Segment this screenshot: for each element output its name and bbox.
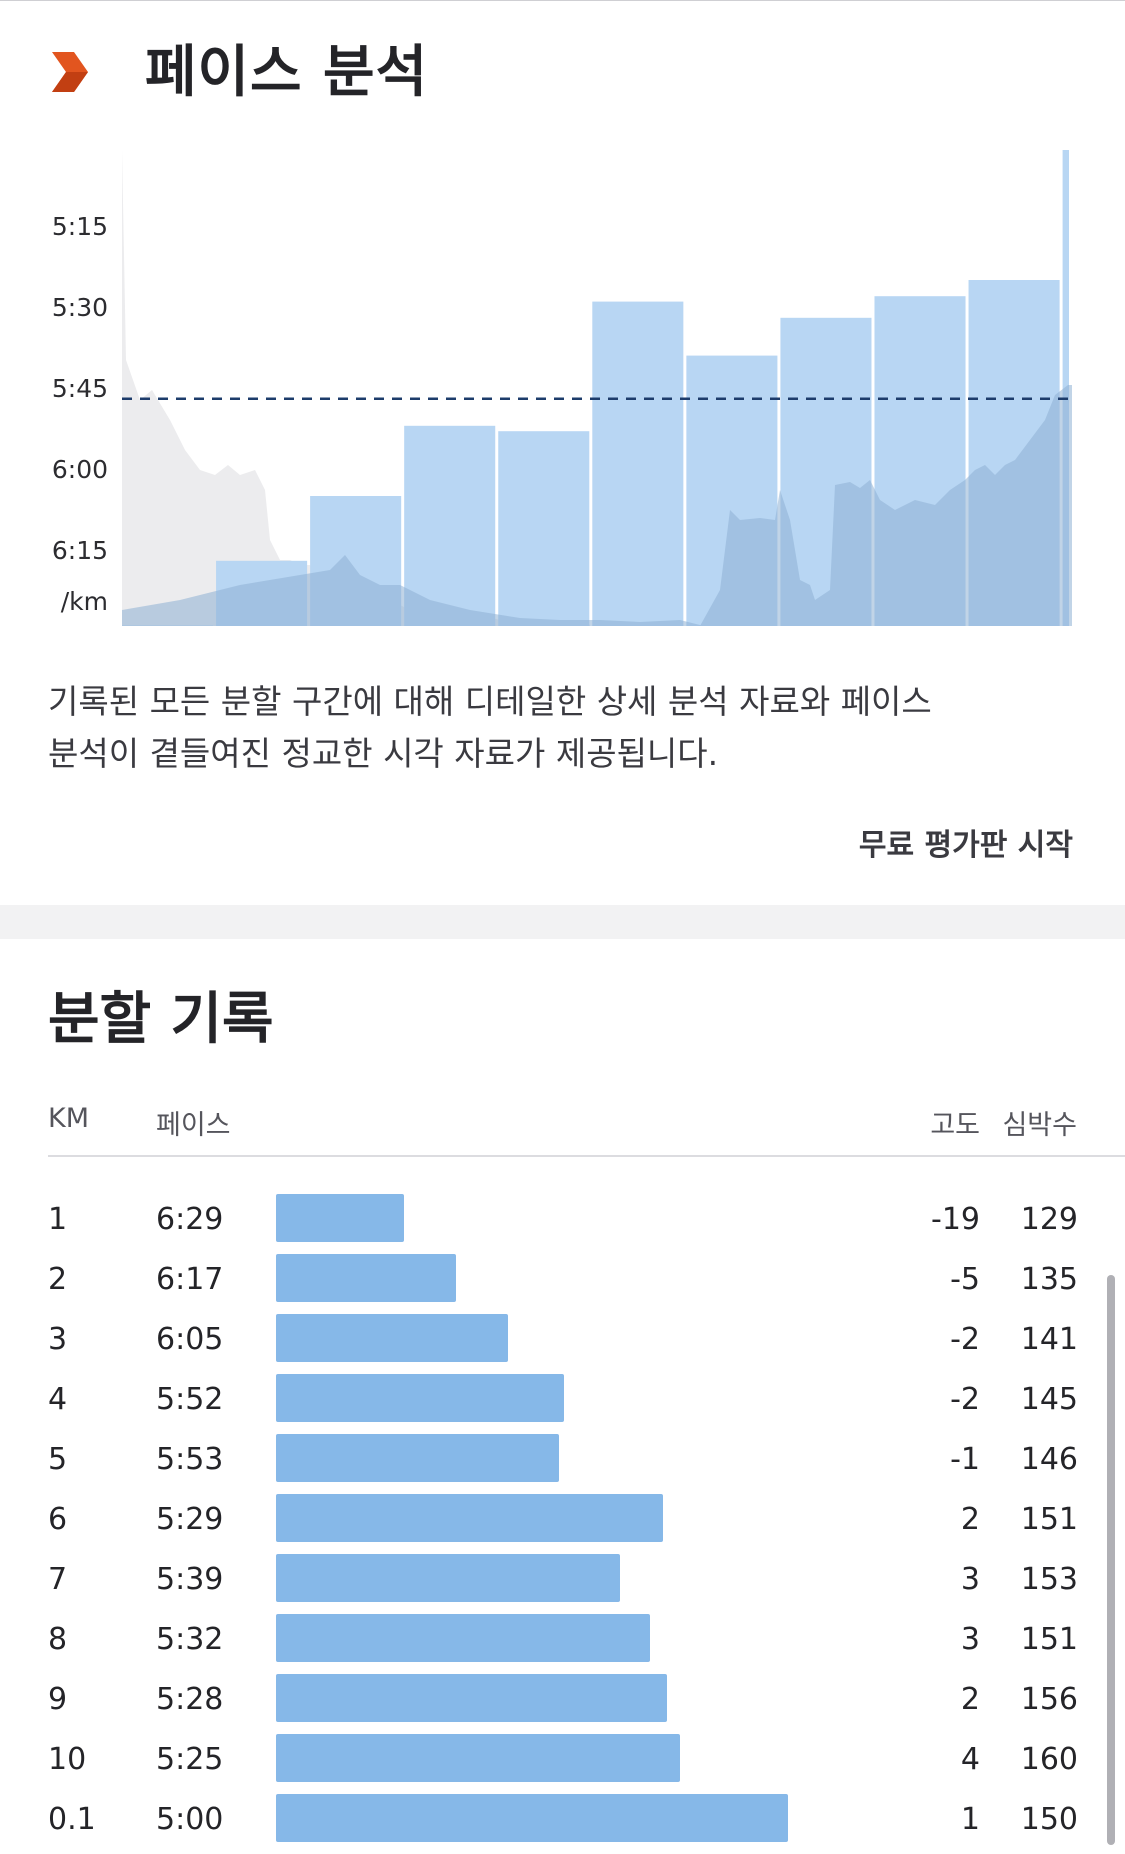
split-heart-rate: 151 xyxy=(1020,1622,1078,1657)
pace-bar xyxy=(404,425,496,626)
pace-analysis-description: 기록된 모든 분할 구간에 대해 디테일한 상세 분석 자료와 페이스 분석이 … xyxy=(48,676,1078,780)
split-heart-rate: 160 xyxy=(1020,1742,1078,1777)
top-border xyxy=(0,0,1125,1)
split-elevation: -1 xyxy=(950,1442,980,1477)
split-pace: 5:25 xyxy=(156,1742,224,1777)
split-km: 2 xyxy=(48,1262,68,1297)
split-row: 3 6:05 -2 141 xyxy=(48,1310,1078,1370)
description-line-2: 분석이 곁들여진 정교한 시각 자료가 제공됩니다. xyxy=(48,734,719,773)
start-free-trial-link[interactable]: 무료 평가판 시작 xyxy=(858,828,1073,863)
split-km: 9 xyxy=(48,1682,68,1717)
split-elevation: 4 xyxy=(960,1742,980,1777)
split-elevation: -5 xyxy=(950,1262,980,1297)
split-row: 2 6:17 -5 135 xyxy=(48,1250,1078,1310)
split-pace: 5:52 xyxy=(156,1382,224,1417)
split-row: 1 6:29 -19 129 xyxy=(48,1190,1078,1250)
split-pace: 5:39 xyxy=(156,1562,224,1597)
section-divider xyxy=(0,905,1125,939)
split-pace-bar xyxy=(276,1254,456,1302)
split-pace-bar xyxy=(276,1674,667,1722)
split-km: 7 xyxy=(48,1562,68,1597)
split-heart-rate: 146 xyxy=(1020,1442,1078,1477)
split-pace-bar xyxy=(276,1554,620,1602)
split-pace: 6:05 xyxy=(156,1322,224,1357)
split-elevation: -19 xyxy=(931,1202,980,1237)
split-row: 9 5:28 2 156 xyxy=(48,1670,1078,1730)
y-tick-label: 6:15 xyxy=(52,536,108,565)
split-heart-rate: 141 xyxy=(1020,1322,1078,1357)
split-pace-bar xyxy=(276,1794,788,1842)
split-elevation: 1 xyxy=(960,1802,980,1837)
split-elevation: 2 xyxy=(960,1682,980,1717)
pace-analysis-title: 페이스 분석 xyxy=(145,40,429,105)
split-row: 0.1 5:00 1 150 xyxy=(48,1790,1078,1850)
split-elevation: 3 xyxy=(960,1622,980,1657)
pace-bar xyxy=(592,301,684,626)
split-km: 10 xyxy=(48,1742,87,1777)
splits-table-header: KM 페이스 고도 심박수 xyxy=(48,1095,1125,1155)
split-heart-rate: 150 xyxy=(1020,1802,1078,1837)
y-unit-label: /km xyxy=(61,587,108,616)
split-km: 1 xyxy=(48,1202,68,1237)
split-heart-rate: 135 xyxy=(1020,1262,1078,1297)
split-row: 10 5:25 4 160 xyxy=(48,1730,1078,1790)
split-pace: 5:28 xyxy=(156,1682,224,1717)
split-elevation: -2 xyxy=(950,1322,980,1357)
split-km: 8 xyxy=(48,1622,68,1657)
split-pace: 5:00 xyxy=(156,1802,224,1837)
elevation-background-area xyxy=(122,150,590,626)
split-elevation: 3 xyxy=(960,1562,980,1597)
split-pace: 5:32 xyxy=(156,1622,224,1657)
split-km: 6 xyxy=(48,1502,68,1537)
split-pace-bar xyxy=(276,1314,508,1362)
split-pace: 5:29 xyxy=(156,1502,224,1537)
split-pace: 6:17 xyxy=(156,1262,224,1297)
split-row: 5 5:53 -1 146 xyxy=(48,1430,1078,1490)
split-km: 3 xyxy=(48,1322,68,1357)
split-heart-rate: 153 xyxy=(1020,1562,1078,1597)
split-heart-rate: 145 xyxy=(1020,1382,1078,1417)
pace-analysis-chart: 5:15 5:30 5:45 6:00 6:15/km xyxy=(52,150,1072,626)
description-line-1: 기록된 모든 분할 구간에 대해 디테일한 상세 분석 자료와 페이스 xyxy=(48,682,932,721)
header-heart-rate: 심박수 xyxy=(1002,1110,1077,1141)
y-tick-label: 5:15 xyxy=(52,212,108,241)
split-pace: 6:29 xyxy=(156,1202,224,1237)
scrollbar[interactable] xyxy=(1107,1275,1115,1845)
strava-chevron-icon xyxy=(52,52,88,92)
split-row: 7 5:39 3 153 xyxy=(48,1550,1078,1610)
split-heart-rate: 151 xyxy=(1020,1502,1078,1537)
split-pace-bar xyxy=(276,1194,404,1242)
header-divider xyxy=(48,1155,1125,1157)
split-pace-bar xyxy=(276,1434,559,1482)
split-km: 0.1 xyxy=(48,1802,96,1837)
y-tick-label: 5:45 xyxy=(52,374,108,403)
y-tick-label: 6:00 xyxy=(52,455,108,484)
elevation-trace xyxy=(122,385,1072,626)
y-tick-label: 5:30 xyxy=(52,293,108,322)
split-km: 4 xyxy=(48,1382,68,1417)
header-km: KM xyxy=(48,1103,90,1134)
header-elevation: 고도 xyxy=(930,1110,980,1141)
split-km: 5 xyxy=(48,1442,68,1477)
split-heart-rate: 129 xyxy=(1020,1202,1078,1237)
split-row: 4 5:52 -2 145 xyxy=(48,1370,1078,1430)
splits-title: 분할 기록 xyxy=(48,987,274,1052)
split-pace-bar xyxy=(276,1614,650,1662)
pace-bar xyxy=(498,431,590,626)
split-pace-bar xyxy=(276,1734,680,1782)
split-row: 6 5:29 2 151 xyxy=(48,1490,1078,1550)
split-pace-bar xyxy=(276,1494,663,1542)
split-row: 8 5:32 3 151 xyxy=(48,1610,1078,1670)
split-elevation: -2 xyxy=(950,1382,980,1417)
header-pace: 페이스 xyxy=(156,1110,231,1141)
split-pace: 5:53 xyxy=(156,1442,224,1477)
split-heart-rate: 156 xyxy=(1020,1682,1078,1717)
split-elevation: 2 xyxy=(960,1502,980,1537)
split-pace-bar xyxy=(276,1374,564,1422)
pace-analysis-card: 페이스 분석 5:15 5:30 5:45 6:00 6:15/km 기록된 모든 분할… xyxy=(0,0,1125,905)
